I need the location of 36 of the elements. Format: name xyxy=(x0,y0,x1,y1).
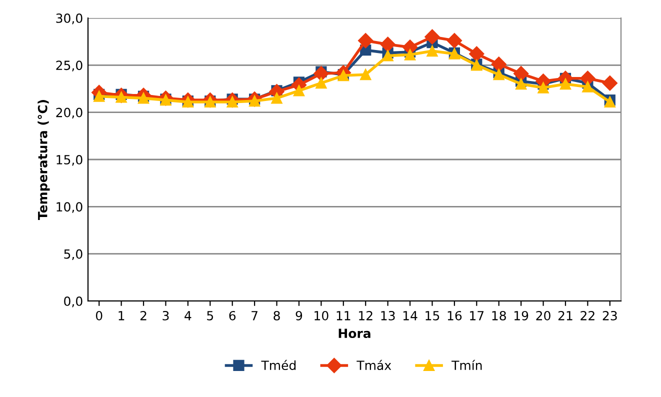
legend-label: Tmín xyxy=(452,360,482,370)
x-tick-label: 3 xyxy=(162,310,169,320)
y-tick-label: 25,0 xyxy=(56,60,82,72)
x-tick-label: 4 xyxy=(184,311,192,320)
y-axis-title: Temperatura (°C) xyxy=(38,100,50,220)
x-tick-label: 19 xyxy=(514,310,528,320)
y-tick-label: 0,0 xyxy=(64,296,82,308)
x-tick-label: 16 xyxy=(448,310,462,320)
legend-label: Tméd xyxy=(261,360,296,370)
legend-label: Tmáx xyxy=(356,360,392,370)
x-tick-label: 6 xyxy=(229,310,236,320)
x-tick-label: 14 xyxy=(403,311,418,320)
x-tick-label: 10 xyxy=(314,310,328,320)
x-tick-label: 7 xyxy=(252,311,258,320)
x-tick-label: 11 xyxy=(336,311,350,320)
x-tick-label: 23 xyxy=(602,310,617,320)
x-tick-label: 13 xyxy=(381,310,395,320)
x-tick-label: 5 xyxy=(207,311,214,320)
x-tick-label: 17 xyxy=(470,311,484,320)
x-tick-label: 2 xyxy=(140,310,146,320)
x-tick-label: 0 xyxy=(96,310,102,320)
x-tick-label: 12 xyxy=(359,310,372,320)
x-tick-label: 15 xyxy=(426,311,440,320)
y-tick-label: 5,0 xyxy=(64,249,82,260)
x-axis-title: Hora xyxy=(338,328,370,338)
x-tick-label: 9 xyxy=(296,310,302,320)
x-tick-label: 22 xyxy=(580,310,594,320)
x-tick-label: 21 xyxy=(558,310,572,320)
x-tick-label: 18 xyxy=(492,310,506,320)
x-tick-label: 20 xyxy=(536,310,550,320)
y-tick-label: 15,0 xyxy=(56,154,82,166)
x-tick-label: 8 xyxy=(274,310,280,320)
y-tick-label: 20,0 xyxy=(56,108,82,119)
y-tick-label: 10,0 xyxy=(56,202,82,213)
y-tick-label: 30,0 xyxy=(56,13,82,24)
x-tick-label: 1 xyxy=(118,311,124,320)
